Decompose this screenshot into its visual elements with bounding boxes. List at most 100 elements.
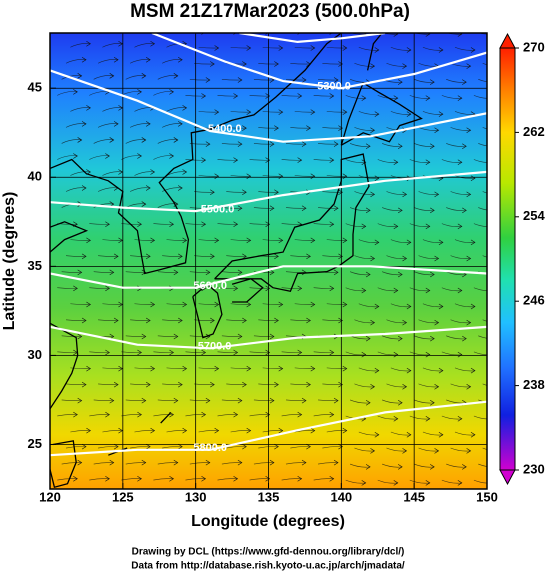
streamline <box>473 351 487 356</box>
stream-arrow <box>370 448 376 454</box>
streamline <box>89 91 110 96</box>
streamline <box>382 143 403 147</box>
contour-line <box>50 325 487 350</box>
stream-arrow <box>201 475 207 482</box>
stream-arrow <box>361 287 367 294</box>
stream-arrow <box>233 285 239 292</box>
stream-arrow <box>233 411 239 418</box>
streamline <box>166 430 187 433</box>
streamline <box>198 303 219 305</box>
stream-arrow <box>393 95 399 101</box>
streamline <box>217 223 238 225</box>
streamline <box>386 191 407 195</box>
streamline <box>454 431 475 436</box>
streamline <box>482 127 487 130</box>
streamline <box>102 239 123 241</box>
streamline <box>313 351 334 353</box>
streamline <box>97 123 119 128</box>
streamline <box>386 383 407 388</box>
stream-arrow <box>169 349 174 356</box>
stream-arrow <box>182 237 188 244</box>
streamline <box>162 187 183 192</box>
streamline <box>57 287 78 289</box>
stream-arrow <box>77 269 83 276</box>
streamline <box>250 31 270 32</box>
stream-arrow <box>201 349 207 356</box>
streamline <box>198 367 219 369</box>
streamline <box>478 335 487 339</box>
stream-arrow <box>342 365 348 372</box>
streamline <box>441 351 462 356</box>
contour-line <box>50 400 487 457</box>
stream-arrow <box>246 237 252 244</box>
streamline <box>89 414 110 417</box>
stream-arrow <box>178 253 183 260</box>
stream-arrow <box>466 191 472 198</box>
streamline <box>441 287 462 292</box>
streamline <box>322 62 343 65</box>
stream-arrow <box>393 351 399 358</box>
streamline <box>418 383 439 388</box>
streamline <box>377 159 398 163</box>
stream-arrow <box>438 367 444 374</box>
stream-arrow <box>205 397 211 404</box>
stream-arrow <box>178 317 183 324</box>
stream-arrow <box>342 427 348 434</box>
stream-arrow <box>137 25 141 30</box>
stream-arrow <box>370 127 376 133</box>
stream-arrow <box>306 317 311 324</box>
stream-arrow <box>494 336 498 341</box>
streamline <box>70 43 91 48</box>
streamline <box>65 255 87 257</box>
stream-arrow <box>265 285 271 292</box>
stream-arrow <box>406 303 412 310</box>
streamline <box>422 46 443 51</box>
streamline <box>478 79 487 83</box>
stream-arrow <box>425 287 431 294</box>
x-tick-label: 125 <box>112 489 134 504</box>
stream-arrow <box>470 367 476 374</box>
coastline <box>160 411 172 424</box>
streamline <box>409 415 430 420</box>
stream-arrow <box>301 459 307 466</box>
streamline <box>313 478 334 481</box>
streamline <box>262 239 283 241</box>
stream-arrow <box>269 459 275 466</box>
stream-arrow <box>150 365 156 372</box>
stream-arrow <box>365 399 371 406</box>
stream-arrow <box>145 443 151 450</box>
stream-arrow <box>494 80 498 85</box>
stream-arrow <box>430 464 435 470</box>
coastline <box>50 221 89 253</box>
streamline <box>153 478 174 481</box>
stream-arrow <box>113 121 119 127</box>
stream-arrow <box>406 367 412 374</box>
streamline <box>157 335 178 337</box>
stream-arrow <box>137 349 142 356</box>
stream-arrow <box>466 63 472 69</box>
streamline <box>386 319 407 324</box>
stream-arrow <box>73 411 78 418</box>
stream-arrow <box>77 137 83 143</box>
stream-arrow <box>233 221 239 228</box>
stream-arrow <box>430 335 435 342</box>
stream-arrow <box>338 443 343 450</box>
stream-arrow <box>310 301 316 308</box>
streamline <box>253 143 274 145</box>
stream-arrow <box>145 57 151 63</box>
streamline <box>157 75 178 80</box>
streamline <box>226 319 247 321</box>
streamline <box>153 155 174 160</box>
stream-arrow <box>430 79 435 85</box>
streamline <box>322 383 343 385</box>
streamline <box>345 223 366 227</box>
stream-arrow <box>274 61 279 67</box>
stream-arrow <box>466 255 472 262</box>
streamline <box>198 175 219 177</box>
streamline <box>230 175 251 177</box>
stream-arrow <box>462 464 467 470</box>
streamline <box>230 111 251 113</box>
stream-arrow <box>470 239 476 246</box>
stream-arrow <box>490 160 494 165</box>
stream-arrow <box>113 381 119 388</box>
